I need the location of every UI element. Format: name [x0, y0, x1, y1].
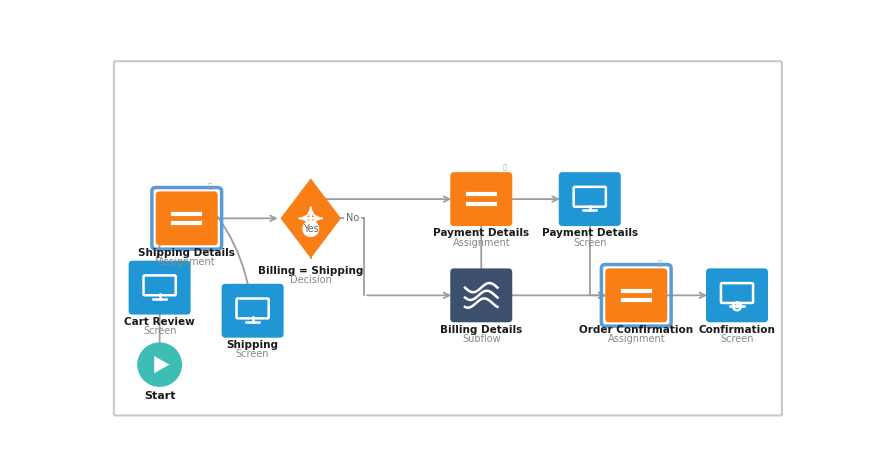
Text: Payment Details: Payment Details: [542, 228, 638, 238]
Text: Billing Details: Billing Details: [440, 325, 523, 335]
Text: Screen: Screen: [236, 349, 269, 359]
FancyBboxPatch shape: [222, 284, 284, 337]
Text: Billing = Shipping: Billing = Shipping: [258, 266, 364, 276]
FancyBboxPatch shape: [706, 269, 768, 322]
Text: Screen: Screen: [142, 326, 177, 336]
Text: Yes: Yes: [303, 224, 319, 234]
Text: Assignment: Assignment: [453, 237, 510, 248]
Text: Payment Details: Payment Details: [434, 228, 530, 238]
FancyBboxPatch shape: [114, 61, 782, 415]
Text: Screen: Screen: [720, 334, 753, 344]
Text: Shipping: Shipping: [226, 340, 279, 350]
Circle shape: [345, 211, 360, 226]
Polygon shape: [281, 178, 341, 258]
Text: ⬛: ⬛: [657, 260, 662, 266]
Circle shape: [138, 343, 181, 386]
Text: Assignment: Assignment: [158, 257, 216, 267]
Text: Decision: Decision: [290, 275, 331, 285]
FancyBboxPatch shape: [450, 172, 512, 226]
Polygon shape: [154, 356, 170, 373]
FancyBboxPatch shape: [156, 191, 218, 245]
Text: Order Confirmation: Order Confirmation: [579, 325, 693, 335]
Text: Assignment: Assignment: [607, 334, 665, 344]
Text: Subflow: Subflow: [462, 334, 501, 344]
Circle shape: [303, 221, 318, 236]
FancyBboxPatch shape: [128, 261, 191, 315]
Text: ⬛: ⬛: [208, 183, 212, 189]
FancyBboxPatch shape: [558, 172, 621, 226]
Text: Confirmation: Confirmation: [698, 325, 775, 335]
Text: No: No: [346, 213, 359, 223]
Text: Shipping Details: Shipping Details: [138, 248, 235, 258]
Text: Start: Start: [144, 391, 176, 401]
Text: ⬛: ⬛: [503, 163, 507, 170]
FancyBboxPatch shape: [450, 269, 512, 322]
Text: Screen: Screen: [573, 237, 607, 248]
Text: Cart Review: Cart Review: [124, 317, 195, 327]
FancyBboxPatch shape: [606, 269, 667, 322]
